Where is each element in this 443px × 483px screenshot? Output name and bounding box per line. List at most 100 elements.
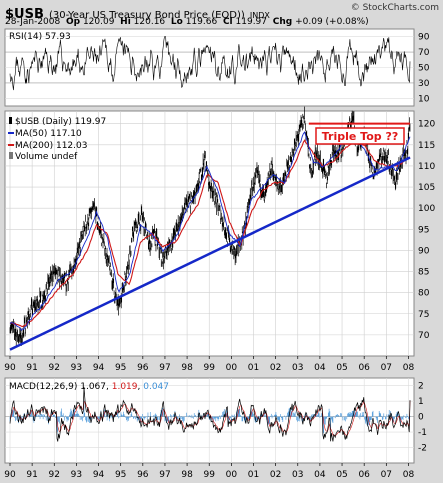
- x-tick-label: 91: [26, 363, 37, 373]
- x-tick-label: 00: [226, 363, 238, 373]
- macd-legend: MACD(12,26,9) 1.067, 1.019, 0.047: [9, 382, 169, 392]
- x-tick-label: 92: [49, 363, 60, 373]
- x-tick-label: 97: [159, 470, 170, 480]
- x-tick-label: 04: [314, 363, 326, 373]
- macd-legend-signal: 1.019: [112, 382, 138, 392]
- low-label: Lo: [170, 17, 183, 27]
- quote-line: 28-Jan-2008 Op 120.09 Hi 120.16 Lo 119.6…: [5, 17, 369, 27]
- x-tick-label: 96: [137, 470, 149, 480]
- x-tick-label: 90: [4, 363, 16, 373]
- triple-top-annotation: Triple Top ??: [315, 127, 405, 145]
- legend-ma200: MA(200) 112.03: [15, 141, 87, 151]
- x-tick-label: 06: [358, 363, 370, 373]
- x-tick-label: 05: [336, 470, 347, 480]
- symbol: $USB: [5, 7, 44, 22]
- macd-y-tick: 1: [418, 397, 424, 407]
- price-y-tick: 115: [418, 141, 435, 151]
- x-tick-label: 06: [358, 470, 370, 480]
- security-name: (30-Year US Treasury Bond Price (EOD)): [48, 10, 245, 21]
- x-tick-label: 02: [270, 470, 281, 480]
- x-tick-label: 92: [49, 470, 60, 480]
- x-tick-label: 98: [181, 470, 193, 480]
- annotation-text: Triple Top ??: [322, 130, 399, 143]
- price-y-tick: 100: [418, 204, 435, 214]
- close-value: 119.97: [235, 17, 268, 27]
- rsi-y-tick: 50: [418, 64, 430, 74]
- x-tick-label: 01: [248, 363, 259, 373]
- rsi-line: [9, 36, 411, 91]
- price-y-tick: 90: [418, 246, 430, 256]
- macd-line: [9, 386, 411, 442]
- price-y-tick: 80: [418, 289, 430, 299]
- trendline: [9, 156, 411, 351]
- macd-panel: -2 -1 0 1 2 MACD(12,26,9) 1.067, 1.019, 0.04…: [4, 377, 427, 464]
- date-axis-bottom: 90 91 92 93 94 95 96 97 98 99 00 01 02 03 04 05 06 07 08: [4, 463, 414, 480]
- x-tick-label: 96: [137, 363, 149, 373]
- x-tick-label: 01: [248, 470, 259, 480]
- rsi-y-tick: 30: [418, 79, 430, 89]
- annotation-box: [315, 127, 405, 145]
- x-tick-label: 95: [115, 470, 126, 480]
- x-tick-label: 05: [336, 363, 347, 373]
- x-tick-label: 07: [381, 470, 392, 480]
- x-tick-label: 99: [203, 470, 215, 480]
- macd-y-tick: 0: [418, 413, 424, 423]
- x-tick-label: 03: [292, 363, 303, 373]
- rsi-panel: 10 30 50 70 90 RSI(14) 57.93: [4, 28, 430, 107]
- macd-signal-line: [9, 400, 411, 437]
- price-y-tick: 105: [418, 183, 435, 193]
- x-tick-label: 02: [270, 363, 281, 373]
- x-tick-label: 08: [403, 470, 415, 480]
- x-tick-label: 03: [292, 470, 303, 480]
- rsi-legend: RSI(14) 57.93: [9, 32, 71, 42]
- credit: © StockCharts.com: [350, 3, 439, 13]
- x-tick-label: 93: [71, 470, 82, 480]
- legend-volume: Volume undef: [15, 152, 78, 162]
- macd-histogram: [9, 400, 411, 436]
- x-tick-label: 95: [115, 363, 126, 373]
- exchange: INDX: [249, 11, 270, 20]
- x-tick-label: 94: [93, 470, 105, 480]
- price-y-tick: 120: [418, 120, 435, 130]
- x-tick-label: 04: [314, 470, 326, 480]
- x-tick-label: 99: [203, 363, 215, 373]
- high-value: 120.16: [133, 17, 166, 27]
- x-tick-label: 98: [181, 363, 193, 373]
- rsi-y-tick: 10: [418, 94, 430, 104]
- price-panel: 70 75 80 85 90 95 100 105 110 115 120 Triple Top ?…: [4, 106, 435, 357]
- legend-swatch-price: [9, 117, 12, 124]
- x-tick-label: 93: [71, 363, 82, 373]
- close-label: Cl: [222, 17, 233, 27]
- x-tick-label: 90: [4, 470, 16, 480]
- price-legend: $USB (Daily) 119.97 MA(50) 117.10 MA(200…: [8, 117, 106, 162]
- price-y-tick: 85: [418, 268, 429, 278]
- change-label: Chg: [272, 17, 293, 27]
- macd-y-tick: -1: [418, 428, 427, 438]
- open-label: Op: [65, 17, 81, 27]
- macd-legend-title: MACD(12,26,9): [9, 382, 77, 392]
- price-y-tick: 75: [418, 310, 429, 320]
- macd-y-tick: 2: [418, 382, 424, 392]
- price-y-tick: 70: [418, 331, 430, 341]
- x-tick-label: 07: [381, 363, 392, 373]
- x-tick-label: 94: [93, 363, 105, 373]
- x-tick-label: 97: [159, 363, 170, 373]
- x-tick-label: 00: [226, 470, 238, 480]
- x-tick-label: 91: [26, 470, 37, 480]
- x-tick-label: 08: [403, 363, 415, 373]
- date-axis-top: 90 91 92 93 94 95 96 97 98 99 00 01 02 03 04 05 06 07 08: [4, 356, 414, 373]
- ma200-line: [9, 139, 411, 328]
- macd-y-tick: -2: [418, 444, 427, 454]
- rsi-y-tick: 70: [418, 48, 430, 58]
- low-value: 119.66: [185, 17, 218, 27]
- change-value: +0.09 (+0.08%): [295, 17, 369, 27]
- open-value: 120.09: [82, 17, 115, 27]
- macd-legend-histogram: 0.047: [143, 382, 169, 392]
- macd-legend-value: 1.067: [80, 382, 106, 392]
- legend-swatch-volume: [9, 152, 13, 159]
- rsi-y-tick: 90: [418, 33, 430, 43]
- chart-title: $USB (30-Year US Treasury Bond Price (EO…: [5, 3, 270, 22]
- quote-date: 28-Jan-2008: [5, 17, 61, 27]
- price-y-tick: 95: [418, 225, 429, 235]
